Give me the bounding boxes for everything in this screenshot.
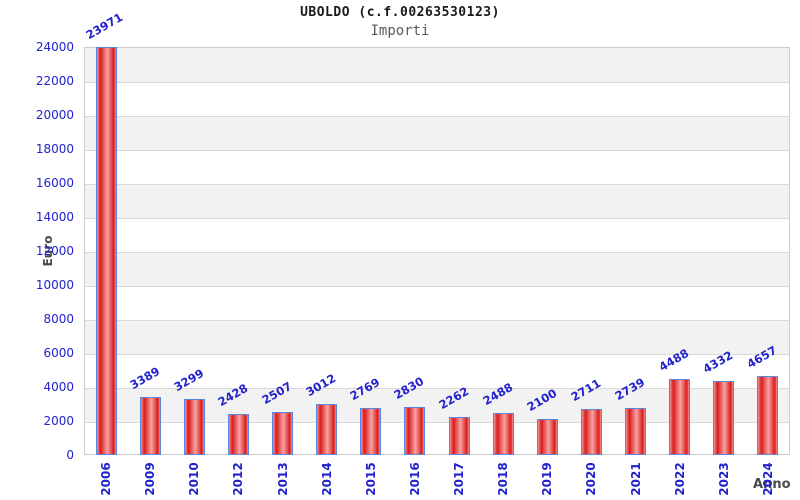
bar (95, 47, 117, 455)
chart-subtitle: Importi (370, 23, 430, 39)
x-tick-label: 2021 (628, 462, 643, 496)
x-tick-label: 2016 (407, 462, 422, 496)
bar (536, 419, 558, 455)
plot-band (85, 286, 789, 320)
bar (272, 412, 294, 455)
bar (757, 375, 779, 455)
bar (404, 406, 426, 455)
plot-band (85, 218, 789, 252)
plot-band (85, 184, 789, 218)
x-tick-label: 2023 (716, 462, 731, 496)
bar (316, 403, 338, 455)
plot-band (85, 48, 789, 82)
y-tick-label: 10000 (35, 278, 74, 292)
y-tick-label: 16000 (35, 176, 74, 190)
bar (625, 408, 647, 455)
x-tick-label: 2022 (672, 462, 687, 496)
plot-band (85, 320, 789, 354)
x-tick-label: 2015 (363, 462, 378, 496)
x-tick-label: 2018 (496, 462, 511, 496)
x-tick-label: 2010 (187, 462, 202, 496)
bar (669, 378, 691, 455)
y-tick-label: 22000 (35, 74, 74, 88)
plot-band (85, 252, 789, 286)
x-tick-label: 2012 (231, 462, 246, 496)
bar (183, 398, 205, 455)
bar (580, 408, 602, 455)
x-tick-label: 2013 (275, 462, 290, 496)
y-tick-label: 18000 (35, 142, 74, 156)
x-tick-label: 2006 (99, 462, 114, 496)
bar (139, 397, 161, 455)
y-tick-label: 24000 (35, 40, 74, 54)
x-axis-title: Anno (753, 477, 791, 492)
y-tick-label: 2000 (43, 414, 74, 428)
y-tick-label: 14000 (35, 210, 74, 224)
y-tick-label: 8000 (43, 312, 74, 326)
x-tick-label: 2017 (452, 462, 467, 496)
y-tick-label: 20000 (35, 108, 74, 122)
x-tick-label: 2009 (143, 462, 158, 496)
plot-band (85, 116, 789, 150)
plot-band (85, 150, 789, 184)
bar (360, 407, 382, 455)
plot-band (85, 354, 789, 388)
y-tick-label: 12000 (35, 244, 74, 258)
x-tick-label: 2020 (584, 462, 599, 496)
bar (227, 413, 249, 455)
y-tick-label: 6000 (43, 346, 74, 360)
bar (448, 416, 470, 455)
plot-band (85, 422, 789, 454)
y-tick-label: 0 (66, 448, 74, 462)
y-tick-label: 4000 (43, 380, 74, 394)
chart-title: UBOLDO (c.f.00263530123) (300, 5, 500, 20)
plot-band (85, 82, 789, 116)
bar (713, 381, 735, 455)
x-tick-label: 2024 (760, 462, 775, 496)
bar (492, 412, 514, 455)
x-tick-label: 2019 (540, 462, 555, 496)
x-tick-label: 2014 (319, 462, 334, 496)
